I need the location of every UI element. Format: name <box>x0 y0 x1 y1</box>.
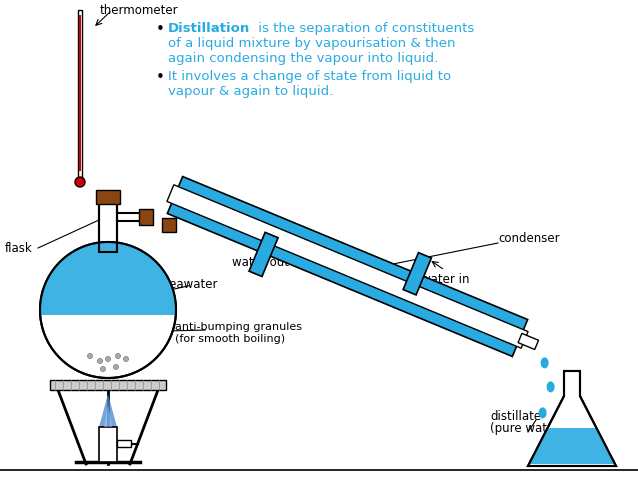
Text: •: • <box>156 70 165 85</box>
Polygon shape <box>104 404 112 427</box>
Text: water out: water out <box>232 256 289 269</box>
Polygon shape <box>530 428 614 464</box>
Circle shape <box>75 177 85 187</box>
Bar <box>96 190 120 204</box>
Bar <box>117 440 131 447</box>
Text: seawater: seawater <box>163 278 218 291</box>
Circle shape <box>115 354 121 358</box>
Bar <box>99 195 117 252</box>
Polygon shape <box>403 252 431 295</box>
Text: distillate: distillate <box>490 410 541 423</box>
Text: •: • <box>156 22 165 37</box>
Text: (pure water): (pure water) <box>490 422 564 435</box>
Text: (for smooth boiling): (for smooth boiling) <box>175 334 285 344</box>
Polygon shape <box>547 381 554 392</box>
Text: vapour & again to liquid.: vapour & again to liquid. <box>168 85 333 98</box>
Polygon shape <box>540 357 549 368</box>
Text: thermometer: thermometer <box>100 4 179 17</box>
Bar <box>99 195 117 252</box>
Text: It involves a change of state from liquid to: It involves a change of state from liqui… <box>168 70 451 83</box>
Polygon shape <box>538 408 547 418</box>
Text: flask: flask <box>5 241 33 254</box>
Text: water in: water in <box>420 274 469 286</box>
Circle shape <box>124 356 128 362</box>
Circle shape <box>98 358 103 364</box>
Bar <box>78 10 82 178</box>
Polygon shape <box>40 242 176 315</box>
Circle shape <box>105 356 110 362</box>
Polygon shape <box>249 232 278 276</box>
Circle shape <box>87 354 93 358</box>
Text: is the separation of constituents: is the separation of constituents <box>255 22 475 35</box>
Polygon shape <box>99 394 117 427</box>
Polygon shape <box>167 177 528 356</box>
Text: Distillation: Distillation <box>168 22 250 35</box>
Text: of a liquid mixture by vapourisation & then: of a liquid mixture by vapourisation & t… <box>168 37 456 50</box>
Bar <box>50 380 166 390</box>
Bar <box>79 15 81 171</box>
Polygon shape <box>528 371 616 466</box>
Polygon shape <box>518 333 538 350</box>
Polygon shape <box>167 185 528 348</box>
Polygon shape <box>40 242 176 378</box>
Bar <box>99 427 117 462</box>
Bar <box>162 218 176 232</box>
Text: condenser: condenser <box>498 231 560 244</box>
Circle shape <box>114 365 119 369</box>
Text: again condensing the vapour into liquid.: again condensing the vapour into liquid. <box>168 52 438 65</box>
Text: anti-bumping granules: anti-bumping granules <box>175 322 302 332</box>
Bar <box>139 209 153 225</box>
Circle shape <box>101 366 105 372</box>
